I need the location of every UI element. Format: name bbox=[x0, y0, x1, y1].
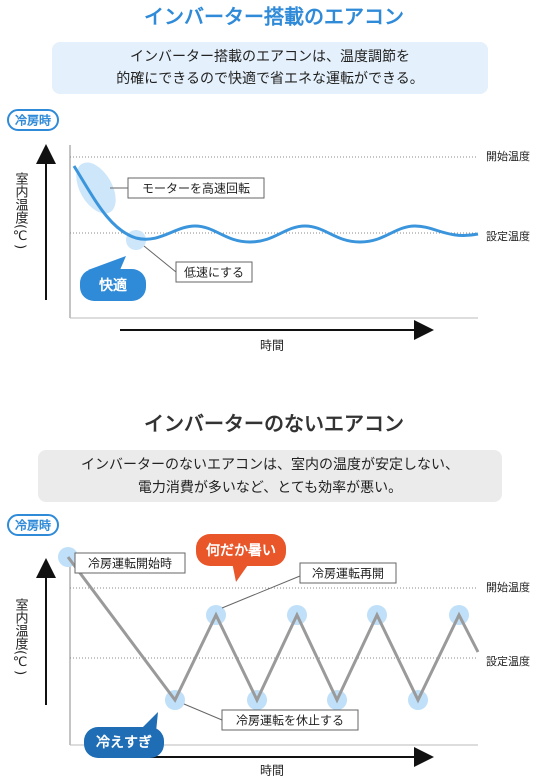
description-line: インバーターのないエアコンは、室内の温度が安定しない、 bbox=[81, 457, 459, 473]
x-axis-label: 時間 bbox=[260, 764, 284, 778]
description-box bbox=[52, 42, 488, 94]
bubble-tail bbox=[88, 256, 126, 270]
callout-text: 冷房運転を休止する bbox=[236, 714, 344, 728]
level-label: 開始温度 bbox=[486, 580, 530, 594]
temperature-zigzag bbox=[66, 556, 480, 704]
callout-text: モーターを高速回転 bbox=[142, 182, 250, 196]
bubble bbox=[80, 269, 146, 301]
description-line: 電力消費が多いなど、とても効率が悪い。 bbox=[138, 480, 402, 496]
description-line: 的確にできるので快適で省エネな運転ができる。 bbox=[116, 71, 423, 87]
description-box bbox=[38, 450, 502, 502]
callout-text: 低速にする bbox=[184, 266, 244, 280]
highlight bbox=[76, 162, 116, 214]
callout-line bbox=[143, 245, 177, 273]
section-title: インバーターのないエアコン bbox=[144, 412, 404, 436]
callout-box bbox=[175, 261, 253, 283]
mode-badge-text: 冷房時 bbox=[15, 113, 51, 128]
y-axis-label: 室内温度(℃) bbox=[13, 172, 29, 249]
bubble bbox=[84, 727, 164, 758]
temperature-curve bbox=[72, 165, 479, 244]
callout-box bbox=[127, 177, 265, 199]
callout-text: 冷房運転再開 bbox=[312, 567, 384, 581]
bubble-text: 冷えすぎ bbox=[96, 734, 152, 751]
section-inverter: インバーター搭載のエアコン インバーター搭載のエアコンは、温度調節を 的確にでき… bbox=[7, 5, 530, 353]
mode-badge-text: 冷房時 bbox=[15, 518, 51, 533]
callout-line bbox=[221, 575, 301, 609]
callout-text: 冷房運転開始時 bbox=[88, 557, 172, 571]
section-non-inverter: インバーターのないエアコン インバーターのないエアコンは、室内の温度が安定しない… bbox=[7, 412, 530, 778]
bubble bbox=[196, 534, 286, 566]
description-line: インバーター搭載のエアコンは、温度調節を bbox=[130, 48, 410, 65]
mode-badge bbox=[7, 109, 59, 131]
callout-box bbox=[299, 562, 397, 584]
bubble-text: 何だか暑い bbox=[206, 542, 276, 559]
callout-line bbox=[183, 703, 223, 721]
callout-box bbox=[74, 552, 186, 574]
bubble-text: 快適 bbox=[99, 277, 127, 294]
callout-box bbox=[221, 709, 359, 731]
level-label: 設定温度 bbox=[486, 230, 530, 243]
mode-badge bbox=[7, 514, 59, 536]
bubble-tail bbox=[232, 562, 250, 582]
y-axis-label: 室内温度(℃) bbox=[13, 598, 29, 675]
x-axis-label: 時間 bbox=[260, 339, 284, 353]
level-label: 設定温度 bbox=[486, 655, 530, 668]
section-title: インバーター搭載のエアコン bbox=[144, 5, 404, 29]
level-label: 開始温度 bbox=[486, 149, 530, 163]
